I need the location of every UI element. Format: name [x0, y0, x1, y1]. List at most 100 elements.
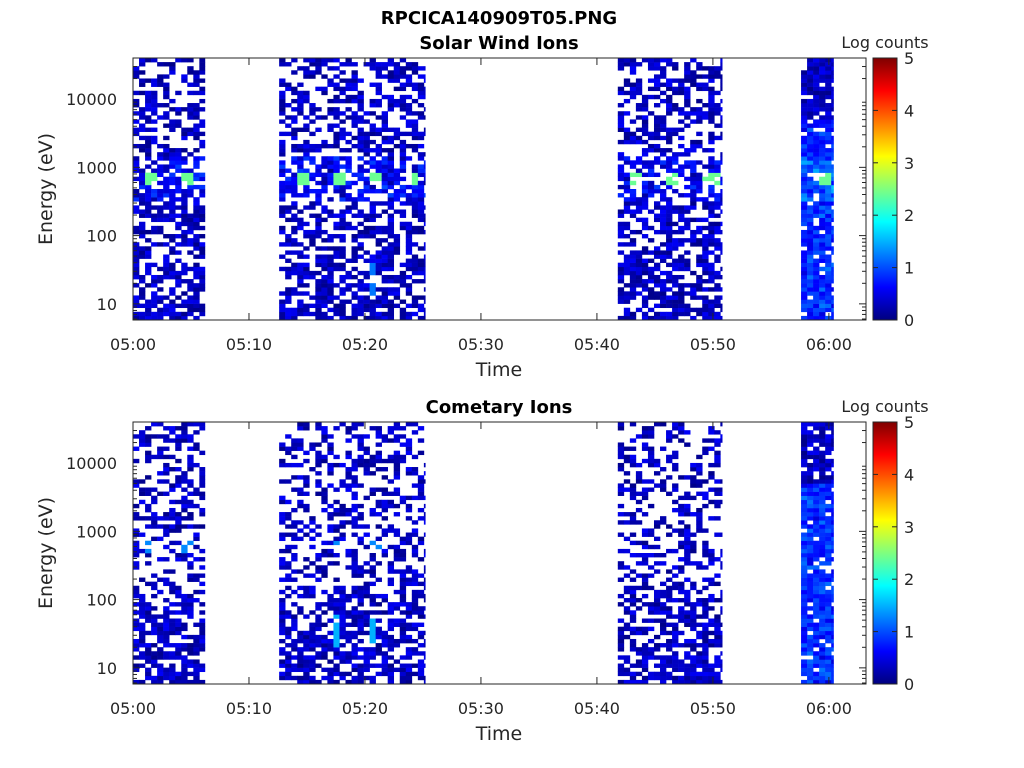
spectrogram-cell — [297, 503, 304, 509]
spectrogram-cell — [285, 663, 292, 668]
spectrogram-cell — [333, 499, 340, 505]
spectrogram-cell — [714, 499, 721, 505]
spectrogram-cell — [309, 274, 316, 280]
spectrogram-cell — [813, 446, 820, 451]
spectrogram-cell — [351, 74, 358, 79]
spectrogram-cell — [702, 438, 709, 443]
spectrogram-cell — [285, 176, 292, 182]
spectrogram-cell — [801, 659, 808, 664]
spectrogram-cell — [363, 295, 370, 300]
spectrogram-cell — [285, 115, 292, 120]
spectrogram-cell — [819, 671, 826, 677]
spectrogram-cell — [345, 205, 352, 210]
spectrogram-cell — [629, 553, 637, 558]
spectrogram-cell — [297, 270, 304, 276]
spectrogram-cell — [825, 675, 832, 681]
spectrogram-cell — [672, 315, 679, 321]
spectrogram-cell — [807, 168, 814, 173]
spectrogram-cell — [813, 548, 820, 554]
spectrogram-cell — [333, 176, 340, 182]
spectrogram-cell — [690, 82, 697, 87]
spectrogram-cell — [702, 643, 709, 648]
spectrogram-cell — [423, 675, 426, 681]
spectrogram-cell — [807, 180, 814, 186]
spectrogram-cell — [405, 283, 413, 288]
spectrogram-cell — [807, 606, 814, 611]
spectrogram-cell — [193, 532, 200, 537]
spectrogram-cell — [684, 266, 691, 272]
spectrogram-cell — [647, 426, 655, 431]
spectrogram-cell — [660, 283, 667, 288]
spectrogram-cell — [417, 143, 425, 149]
spectrogram-cell — [801, 180, 808, 186]
spectrogram-cell — [807, 651, 814, 656]
spectrogram-cell — [405, 111, 413, 116]
spectrogram-cell — [163, 82, 170, 87]
spectrogram-cell — [309, 622, 316, 627]
spectrogram-cell — [151, 651, 158, 656]
spectrogram-cell — [193, 156, 200, 161]
spectrogram-cell — [720, 221, 723, 227]
spectrogram-cell — [399, 225, 407, 231]
spectrogram-cell — [720, 229, 723, 235]
spectrogram-cell — [831, 557, 834, 562]
spectrogram-cell — [617, 618, 625, 623]
spectrogram-cell — [801, 630, 808, 636]
spectrogram-cell — [151, 434, 158, 439]
spectrogram-cell — [678, 540, 685, 546]
spectrogram-cell — [819, 593, 826, 599]
spectrogram-cell — [641, 217, 649, 223]
spectrogram-cell — [187, 553, 194, 558]
spectrogram-cell — [819, 536, 826, 542]
colorbar-tick-label: 1 — [904, 259, 914, 278]
spectrogram-cell — [672, 585, 679, 591]
spectrogram-cell — [163, 148, 170, 153]
spectrogram-cell — [303, 274, 310, 280]
spectrogram-cell — [133, 90, 140, 96]
spectrogram-cell — [193, 299, 200, 304]
spectrogram-cell — [199, 565, 206, 570]
spectrogram-cell — [423, 655, 426, 660]
spectrogram-cell — [678, 143, 685, 149]
spectrogram-cell — [285, 577, 292, 582]
spectrogram-cell — [831, 622, 834, 627]
spectrogram-cell — [363, 462, 370, 468]
colorbar-tick-label: 1 — [904, 623, 914, 642]
spectrogram-cell — [139, 598, 146, 603]
spectrogram-cell — [660, 667, 667, 673]
spectrogram-cell — [187, 651, 194, 656]
spectrogram-cell — [309, 303, 316, 309]
spectrogram-cell — [139, 295, 146, 300]
spectrogram-cell — [315, 213, 322, 218]
spectrogram-cell — [708, 581, 715, 587]
spectrogram-cell — [807, 524, 814, 529]
spectrogram-cell — [623, 58, 631, 63]
spectrogram-cell — [660, 606, 667, 611]
spectrogram-cell — [629, 630, 637, 636]
spectrogram-cell — [684, 62, 691, 67]
spectrogram-cell — [819, 659, 826, 664]
spectrogram-cell — [641, 119, 649, 124]
spectrogram-cell — [175, 589, 182, 595]
spectrogram-cell — [629, 197, 637, 202]
spectrogram-cell — [690, 229, 697, 235]
spectrogram-cell — [417, 315, 425, 321]
spectrogram-cell — [647, 287, 655, 292]
spectrogram-cell — [357, 193, 364, 198]
spectrogram-cell — [672, 90, 679, 96]
spectrogram-cell — [291, 643, 298, 648]
spectrogram-cell — [399, 598, 407, 603]
spectrogram-cell — [357, 103, 364, 108]
spectrogram-cell — [714, 270, 721, 276]
spectrogram-cell — [327, 295, 334, 300]
spectrogram-cell — [708, 209, 715, 214]
spectrogram-cell — [333, 671, 340, 677]
spectrogram-cell — [708, 315, 715, 321]
spectrogram-cell — [351, 630, 358, 636]
spectrogram-cell — [291, 58, 298, 63]
spectrogram-cell — [363, 630, 370, 636]
spectrogram-cell — [363, 180, 370, 186]
spectrogram-cell — [807, 176, 814, 182]
spectrogram-cell — [327, 78, 334, 83]
spectrogram-cell — [635, 307, 643, 313]
